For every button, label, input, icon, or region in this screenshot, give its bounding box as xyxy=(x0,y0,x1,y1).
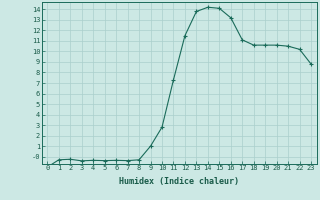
X-axis label: Humidex (Indice chaleur): Humidex (Indice chaleur) xyxy=(119,177,239,186)
